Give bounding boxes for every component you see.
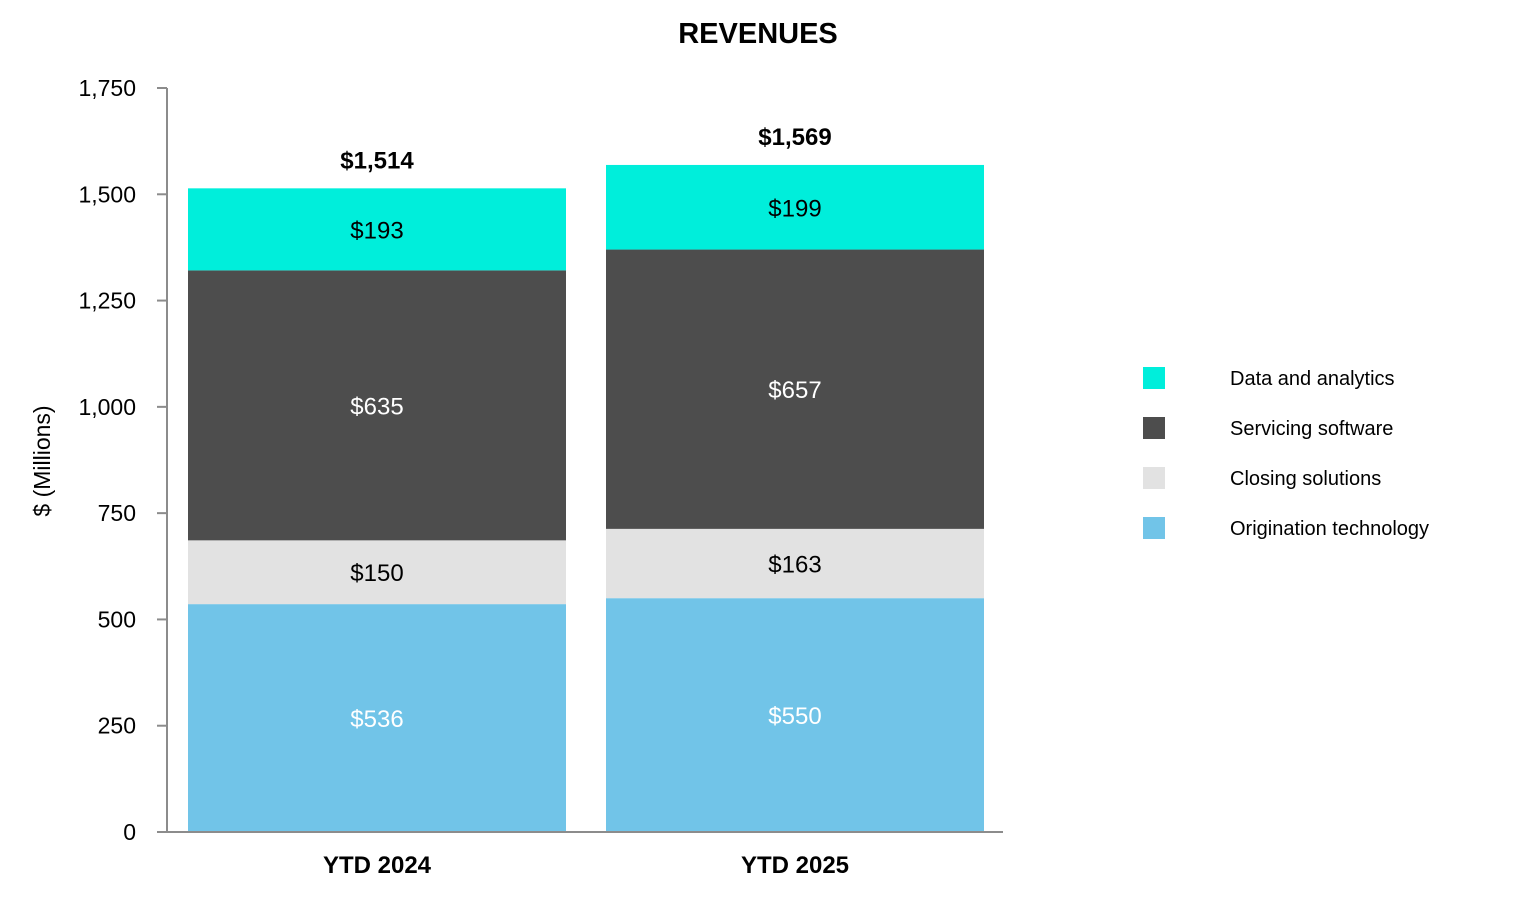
chart-title: REVENUES	[678, 18, 838, 50]
y-tick-label: 1,750	[78, 75, 136, 101]
legend-swatch	[1143, 417, 1165, 439]
bar-segment	[606, 598, 984, 832]
y-axis: 0 250 500 750 1,000 1,250 1,500 1,750	[78, 75, 168, 845]
segment-value-label: $536	[350, 706, 403, 733]
x-category-label: YTD 2024	[323, 852, 432, 879]
legend-swatch	[1143, 517, 1165, 539]
x-axis: YTD 2024 YTD 2025	[157, 831, 1003, 879]
bar-segment	[606, 249, 984, 529]
y-tick-label: 1,000	[78, 394, 136, 420]
legend-item: Closing solutions	[1143, 467, 1381, 490]
segment-value-label: $199	[768, 195, 821, 222]
legend-label: Data and analytics	[1230, 368, 1395, 390]
bar-group: $550 $163 $657 $199 $1,569	[606, 124, 984, 832]
bar-segment	[188, 188, 566, 271]
y-tick-label: 250	[98, 713, 136, 739]
total-value-label: $1,514	[340, 147, 414, 174]
legend-label: Origination technology	[1230, 518, 1429, 540]
legend-label: Servicing software	[1230, 418, 1393, 440]
segment-value-label: $163	[768, 552, 821, 579]
legend-swatch	[1143, 467, 1165, 489]
x-category-label: YTD 2025	[741, 852, 849, 879]
bar-segment	[188, 270, 566, 541]
y-tick-label: 1,250	[78, 288, 136, 314]
bar-segment	[188, 540, 566, 605]
segment-value-label: $635	[350, 393, 403, 420]
bar-segment	[188, 604, 566, 832]
legend-item: Data and analytics	[1143, 367, 1395, 390]
stacked-bars: $536 $150 $635 $193 $1,514 $550 $163 $657 $199 $1…	[188, 124, 984, 832]
legend: Data and analytics Servicing software Clos…	[1143, 367, 1429, 540]
segment-value-label: $193	[350, 217, 403, 244]
y-tick-label: 750	[98, 500, 136, 526]
bar-segment	[606, 164, 984, 250]
y-tick-label: 0	[123, 819, 136, 845]
legend-swatch	[1143, 367, 1165, 389]
legend-label: Closing solutions	[1230, 468, 1381, 490]
total-value-label: $1,569	[758, 124, 831, 151]
bar-group: $536 $150 $635 $193 $1,514	[188, 147, 566, 832]
y-axis-label: $ (Millions)	[29, 405, 55, 516]
bar-segment	[606, 528, 984, 599]
segment-value-label: $150	[350, 560, 403, 587]
legend-item: Servicing software	[1143, 417, 1393, 440]
y-tick-label: 500	[98, 606, 136, 632]
legend-item: Origination technology	[1143, 517, 1429, 540]
segment-value-label: $550	[768, 703, 821, 730]
y-tick-label: 1,500	[78, 181, 136, 207]
segment-value-label: $657	[768, 377, 821, 404]
